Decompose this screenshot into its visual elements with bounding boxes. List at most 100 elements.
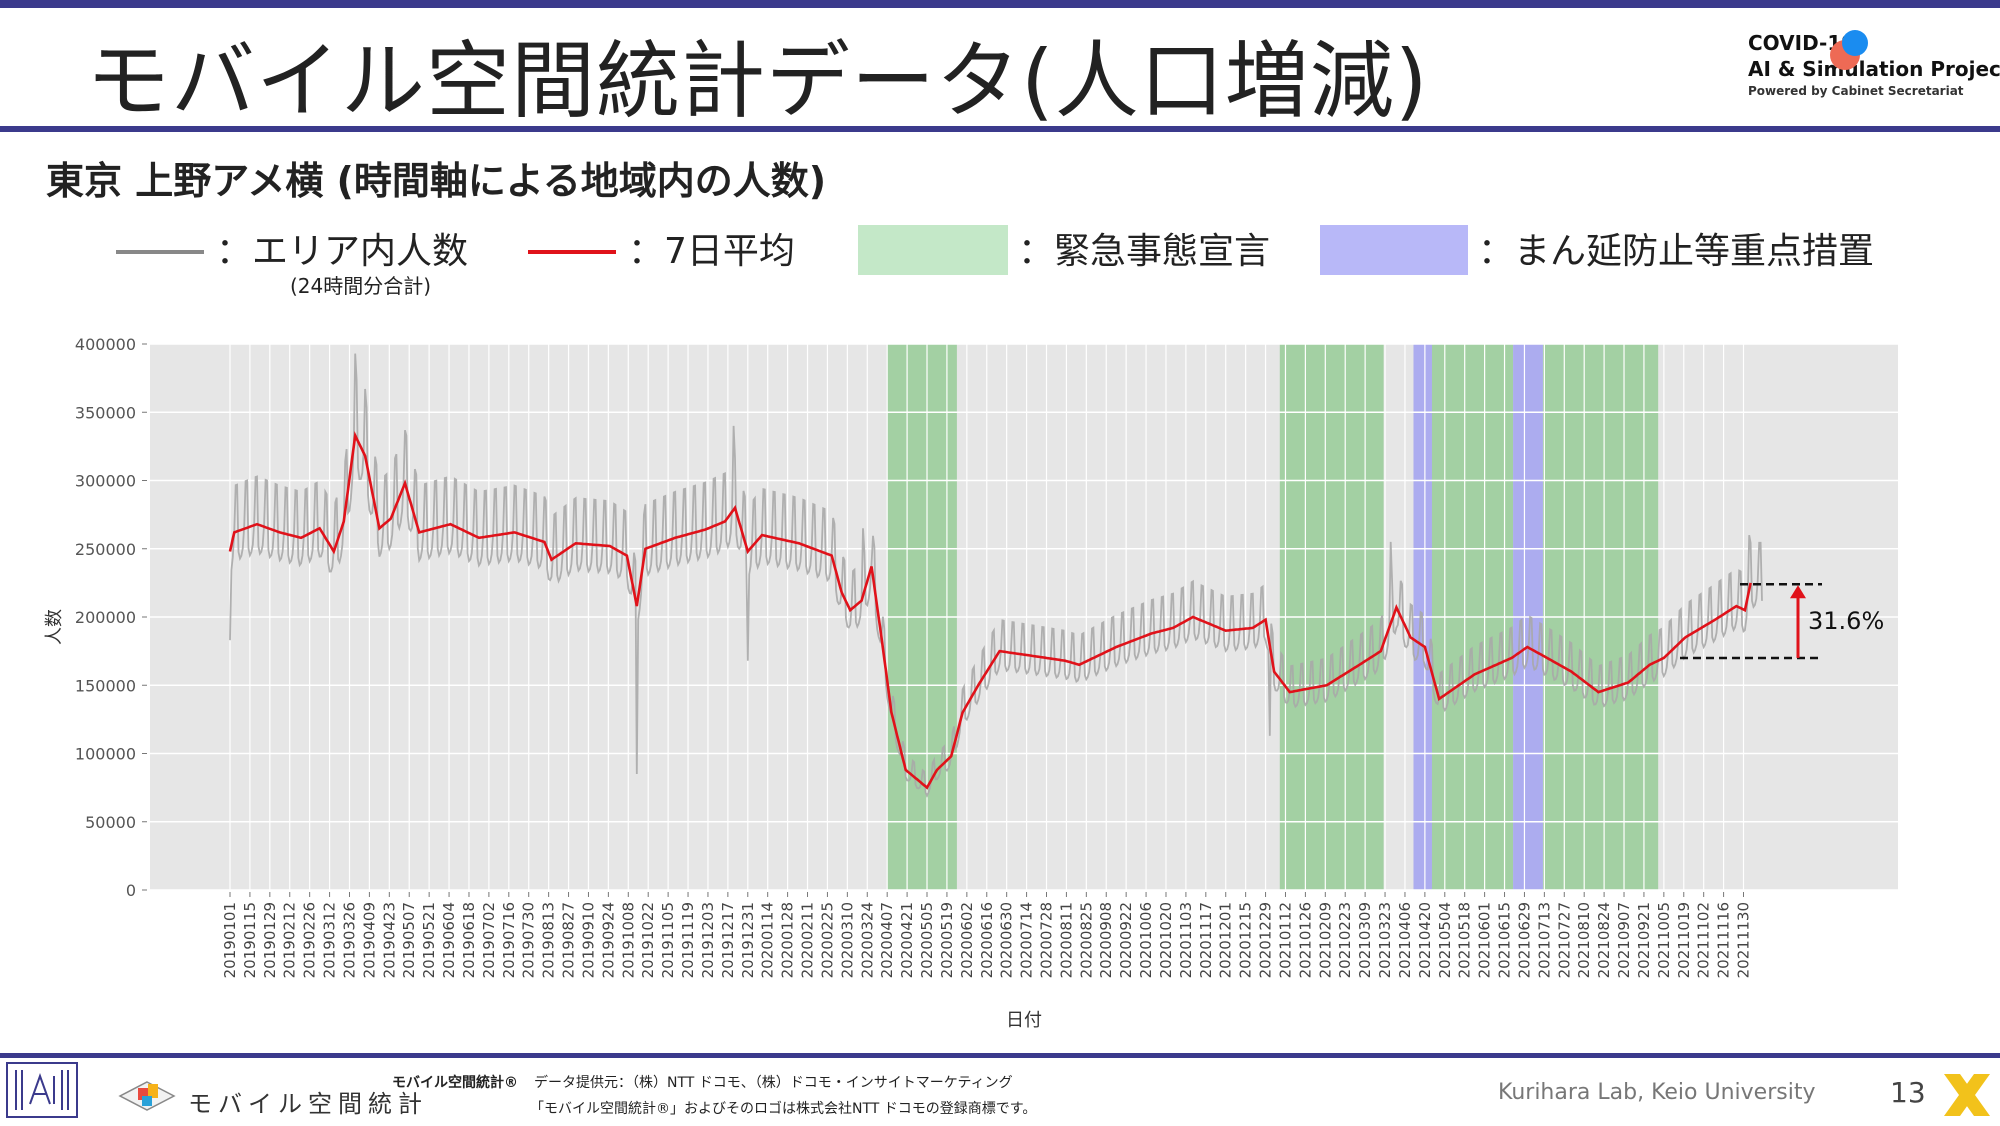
x-axis-label: 日付 [1006, 1010, 1042, 1031]
xtick-label-20200714: 20200714 [1018, 902, 1036, 978]
xtick-label-20211116: 20211116 [1715, 902, 1733, 978]
xtick-label-20210126: 20210126 [1296, 902, 1314, 978]
xtick-label-20191217: 20191217 [719, 902, 737, 978]
footer-brand: モバイル空間統計® [392, 1075, 518, 1091]
xtick-label-20190129: 20190129 [261, 902, 279, 978]
xtick-label-20190423: 20190423 [380, 902, 398, 978]
xtick-label-20191008: 20191008 [619, 902, 637, 978]
xtick-label-20210727: 20210727 [1555, 902, 1573, 978]
xtick-label-20200630: 20200630 [998, 902, 1016, 978]
xtick-label-20191231: 20191231 [739, 902, 757, 978]
footer-trademark: 「モバイル空間統計®」およびそのロゴは株式会社NTT ドコモの登録商標です。 [530, 1101, 1037, 1117]
top-accent-bar [0, 0, 2000, 8]
xtick-label-20201006: 20201006 [1137, 902, 1155, 978]
avg-line [228, 431, 1752, 790]
logo-line1: COVID-19 [1748, 31, 1856, 55]
xtick-label-20200225: 20200225 [818, 902, 836, 978]
xtick-label-20201103: 20201103 [1177, 902, 1195, 978]
xtick-label-20210420: 20210420 [1416, 902, 1434, 978]
xtick-label-20211102: 20211102 [1695, 902, 1713, 978]
xtick-label-20211130: 20211130 [1735, 902, 1753, 978]
xtick-label-20200211: 20200211 [799, 902, 817, 978]
xtick-label-20210504: 20210504 [1436, 902, 1454, 978]
xtick-label-20200602: 20200602 [958, 902, 976, 978]
page-number: 13 [1890, 1076, 1926, 1109]
xtick-label-20210921: 20210921 [1635, 902, 1653, 978]
xtick-label-20190702: 20190702 [480, 902, 498, 978]
title-divider [0, 126, 2000, 132]
logo-line3: Powered by Cabinet Secretariat [1748, 84, 1964, 98]
lab-credit: Kurihara Lab, Keio University [1498, 1080, 1816, 1105]
annot-arrow-head-icon [1790, 585, 1806, 599]
chart-subtitle: 東京 上野アメ横 (時間軸による地域内の人数) [46, 159, 827, 203]
ytick-label-200000: 200000 [75, 608, 136, 627]
xtick-label-20200811: 20200811 [1057, 902, 1075, 978]
ytick-label-50000: 50000 [85, 813, 136, 832]
population-chart: 0 50000 100000 150000 200000 250000 300000 3500… [44, 335, 1898, 1031]
ytick-label-400000: 400000 [75, 335, 136, 354]
xtick-label-20191105: 20191105 [659, 902, 677, 978]
legend-emergency-swatch [858, 225, 1008, 275]
xtick-label-20190618: 20190618 [460, 902, 478, 978]
y-axis-label: 人数 [44, 609, 65, 645]
legend-priority-swatch [1320, 225, 1468, 275]
xtick-label-20210223: 20210223 [1336, 902, 1354, 978]
xtick-label-20210907: 20210907 [1615, 902, 1633, 978]
xtick-label-20210713: 20210713 [1535, 902, 1553, 978]
xtick-label-20201020: 20201020 [1157, 902, 1175, 978]
ytick-label-0: 0 [126, 881, 136, 900]
x-axis: 20190101 20190115 20190129 20190212 20190226… [221, 892, 1753, 978]
y-axis: 0 50000 100000 150000 200000 250000 300000 3500… [75, 335, 147, 900]
legend-avg-label: ：7日平均 [628, 231, 795, 272]
legend-daily-note: (24時間分合計) [290, 274, 432, 298]
xtick-label-20210824: 20210824 [1595, 902, 1613, 978]
xtick-label-20200421: 20200421 [898, 902, 916, 978]
annot-label: 31.6% [1808, 607, 1884, 635]
ytick-label-350000: 350000 [75, 403, 136, 422]
footer-divider [0, 1053, 2000, 1058]
xtick-label-20200128: 20200128 [779, 902, 797, 978]
xtick-label-20210810: 20210810 [1575, 902, 1593, 978]
xtick-label-20200825: 20200825 [1077, 902, 1095, 978]
xtick-label-20211005: 20211005 [1655, 902, 1673, 978]
xtick-label-20190521: 20190521 [420, 902, 438, 978]
xtick-label-20190115: 20190115 [241, 902, 259, 978]
series-daily [229, 353, 1763, 798]
footer-data-source: データ提供元：（株）NTT ドコモ、（株）ドコモ・インサイトマーケティング [534, 1075, 1013, 1091]
xtick-label-20200324: 20200324 [858, 902, 876, 978]
xtick-label-20201201: 20201201 [1217, 902, 1235, 978]
xtick-label-20190924: 20190924 [599, 902, 617, 978]
xtick-label-20190507: 20190507 [400, 902, 418, 978]
ytick-label-300000: 300000 [75, 472, 136, 491]
xtick-label-20190730: 20190730 [520, 902, 538, 978]
logo-line2: AI & Simulation Project [1748, 57, 2000, 81]
x-logo-icon [1940, 1068, 1994, 1122]
xtick-label-20190604: 20190604 [440, 902, 458, 978]
xtick-label-20210518: 20210518 [1456, 902, 1474, 978]
xtick-label-20201117: 20201117 [1197, 902, 1215, 978]
cube-logo-icon [118, 1081, 176, 1111]
xtick-label-20191203: 20191203 [699, 902, 717, 978]
xtick-label-20210629: 20210629 [1515, 902, 1533, 978]
ai-logo-icon [15, 1070, 69, 1110]
xtick-label-20190312: 20190312 [321, 902, 339, 978]
xtick-label-20190226: 20190226 [301, 902, 319, 978]
ytick-label-250000: 250000 [75, 540, 136, 559]
xtick-label-20200728: 20200728 [1037, 902, 1055, 978]
legend-daily-label: ：エリア内人数 [216, 231, 469, 272]
legend-emergency-label: ：緊急事態宣言 [1018, 231, 1271, 272]
legend-daily-swatch [116, 250, 204, 254]
xtick-label-20210406: 20210406 [1396, 902, 1414, 978]
legend-priority-label: ：まん延防止等重点措置 [1478, 231, 1875, 272]
xtick-label-20201215: 20201215 [1237, 902, 1255, 978]
xtick-label-20190827: 20190827 [560, 902, 578, 978]
xtick-label-20200310: 20200310 [838, 902, 856, 978]
grid-lines [150, 343, 1898, 891]
xtick-label-20190212: 20190212 [281, 902, 299, 978]
xtick-label-20200407: 20200407 [878, 902, 896, 978]
legend-avg-swatch [528, 250, 616, 254]
xtick-label-20210323: 20210323 [1376, 902, 1394, 978]
xtick-label-20210309: 20210309 [1356, 902, 1374, 978]
xtick-label-20200922: 20200922 [1117, 902, 1135, 978]
xtick-label-20211019: 20211019 [1675, 902, 1693, 978]
